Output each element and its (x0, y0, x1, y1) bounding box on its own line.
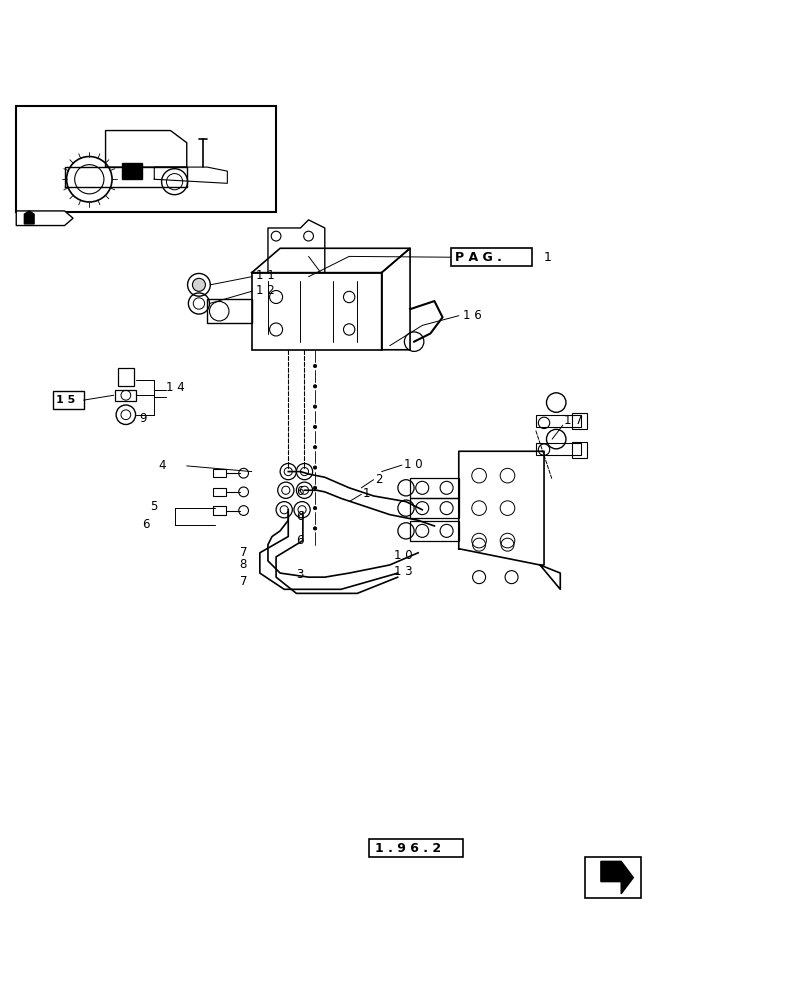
Circle shape (313, 506, 316, 510)
Circle shape (313, 527, 316, 530)
Polygon shape (24, 211, 34, 224)
Bar (535, 415, 580, 427)
Circle shape (313, 466, 316, 469)
Bar (212, 469, 225, 477)
Text: 1 0: 1 0 (393, 549, 412, 562)
Text: P A G .: P A G . (454, 251, 501, 264)
Text: 9: 9 (139, 412, 147, 425)
Text: 1 7: 1 7 (564, 414, 582, 427)
Text: 1 0: 1 0 (403, 458, 422, 471)
Bar (410, 521, 458, 541)
Circle shape (313, 385, 316, 388)
Bar (251, 273, 381, 350)
Text: 1: 1 (363, 487, 370, 500)
Bar (410, 478, 458, 498)
Bar (410, 498, 458, 518)
Text: 6: 6 (142, 518, 149, 531)
Text: 7: 7 (239, 575, 247, 588)
Circle shape (313, 446, 316, 449)
Circle shape (313, 425, 316, 429)
Bar (115, 390, 136, 401)
Text: 8: 8 (239, 558, 247, 571)
Text: 1 6: 1 6 (462, 309, 481, 322)
Bar (122, 163, 142, 179)
Bar (572, 442, 586, 458)
Text: 2: 2 (375, 473, 382, 486)
Text: 1 5: 1 5 (56, 395, 75, 405)
Text: 4: 4 (158, 459, 165, 472)
Polygon shape (16, 211, 73, 226)
Bar (16, 106, 276, 212)
Text: 1: 1 (543, 251, 551, 264)
Text: 1 . 9 6 . 2: 1 . 9 6 . 2 (375, 842, 440, 855)
Bar (212, 488, 225, 496)
Text: 3: 3 (296, 568, 303, 581)
Text: 6: 6 (296, 534, 303, 547)
Bar (118, 368, 134, 386)
Bar (207, 299, 251, 323)
Circle shape (192, 278, 205, 291)
Bar (584, 857, 641, 898)
Text: 1 1: 1 1 (255, 269, 274, 282)
Bar (572, 413, 586, 429)
Bar (535, 443, 580, 455)
Text: 6: 6 (296, 485, 303, 498)
Polygon shape (600, 861, 633, 894)
Text: 1 2: 1 2 (255, 284, 274, 297)
Circle shape (313, 405, 316, 408)
Text: 7: 7 (239, 546, 247, 559)
Text: 1 3: 1 3 (393, 565, 412, 578)
Bar (450, 248, 531, 266)
Text: 6: 6 (296, 510, 303, 523)
Circle shape (313, 486, 316, 489)
Text: 1 4: 1 4 (166, 381, 185, 394)
Bar (212, 506, 225, 515)
Bar (369, 839, 462, 857)
Bar (53, 391, 84, 409)
Circle shape (313, 364, 316, 368)
Text: 5: 5 (150, 500, 157, 513)
